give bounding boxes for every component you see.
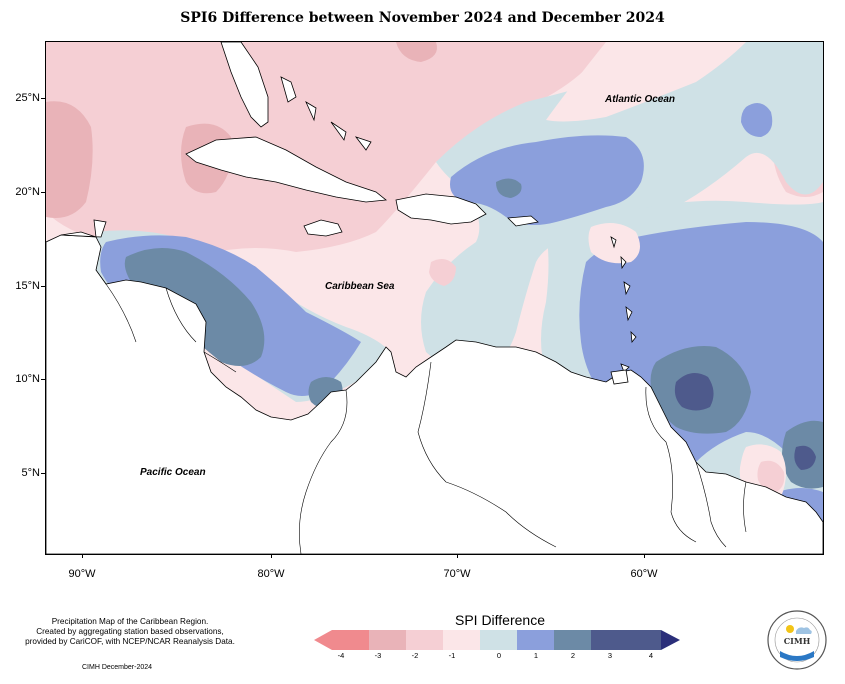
field-pos0-atlantic: [421, 42, 823, 372]
lon-tick: [644, 554, 645, 558]
footer-date: CIMH December-2024: [82, 664, 153, 671]
legend-arrow-right: [661, 630, 680, 650]
lat-tick: [41, 192, 45, 193]
land-florida: [220, 42, 269, 128]
legend-tick-pos3: 3: [607, 651, 613, 660]
coastlines: [46, 42, 823, 554]
lon-label-60w: 60°W: [630, 568, 658, 580]
lat-label-5n: 5°N: [21, 467, 40, 479]
lon-label-70w: 70°W: [443, 568, 471, 580]
map-canvas: [46, 42, 823, 554]
land-hispaniola: [395, 193, 487, 225]
lat-tick: [41, 286, 45, 287]
field-neg3-spot: [396, 42, 437, 62]
land-jamaica: [303, 219, 343, 237]
land-trinidad: [610, 369, 629, 385]
border-colombia-venezuela: [417, 361, 557, 548]
lon-tick: [271, 554, 272, 558]
legend-bin-pos0: [480, 630, 517, 650]
land-central-america: [46, 234, 823, 554]
legend-bin-pos1: [517, 630, 554, 650]
field-neg2-south-east: [757, 460, 785, 492]
legend-bin-neg0: [443, 630, 480, 650]
land-puerto-rico: [507, 215, 539, 227]
footer-note-line3: provided by CariCOF, with NCEP/NCAR Rean…: [25, 637, 235, 646]
lat-label-10n: 10°N: [15, 373, 40, 385]
legend-colorbar: [314, 630, 680, 650]
legend-bin-pos3: [591, 630, 661, 650]
label-atlantic-ocean: Atlantic Ocean: [605, 94, 676, 105]
field-neg2-caribbean-spot: [429, 258, 456, 286]
field-pos2-atlantic-spot: [496, 178, 522, 198]
field-pos1-atlantic: [450, 135, 644, 226]
legend-tick-neg4: -4: [337, 651, 345, 660]
field-neg3-gulf: [46, 101, 93, 218]
legend-bin-neg3: [332, 630, 369, 650]
field-pos1-azores-spot: [741, 103, 773, 137]
lat-tick: [41, 473, 45, 474]
border-venezuela-guyana: [645, 386, 697, 543]
legend-arrow-left: [314, 630, 332, 650]
field-neg2-north: [46, 42, 606, 257]
lat-label-25n: 25°N: [15, 92, 40, 104]
map-title: SPI6 Difference between November 2024 an…: [180, 10, 665, 26]
field-neg1-atlantic-band: [546, 42, 746, 122]
field-pos3-southeast: [794, 445, 816, 470]
land-bahamas: [280, 76, 372, 151]
legend-bin-neg2: [369, 630, 406, 650]
footer-note: Precipitation Map of the Caribbean Regio…: [14, 617, 246, 647]
legend-tick-pos4: 4: [648, 651, 654, 660]
legend-tick-neg2: -2: [411, 651, 419, 660]
lon-tick: [82, 554, 83, 558]
cimh-logo-icon: CIMH: [767, 610, 827, 670]
legend-bin-pos2: [554, 630, 591, 650]
footer-note-line2: Created by aggregating station based obs…: [36, 627, 224, 636]
lat-tick: [41, 98, 45, 99]
legend-tick-neg1: -1: [448, 651, 456, 660]
label-caribbean-sea: Caribbean Sea: [325, 281, 395, 292]
legend-tick-neg3: -3: [374, 651, 382, 660]
legend-tick-pos2: 2: [570, 651, 576, 660]
land-lesser-antilles: [610, 236, 637, 373]
lon-label-80w: 80°W: [257, 568, 285, 580]
land-cuba: [185, 136, 388, 203]
footer-note-line1: Precipitation Map of the Caribbean Regio…: [51, 617, 209, 626]
lat-label-15n: 15°N: [15, 280, 40, 292]
border-guyana-suriname: [695, 461, 727, 548]
lon-label-90w: 90°W: [68, 568, 96, 580]
land-yucatan: [60, 219, 107, 238]
lat-label-20n: 20°N: [15, 186, 40, 198]
logo-text: CIMH: [784, 636, 811, 646]
label-pacific-ocean: Pacific Ocean: [140, 467, 206, 478]
border-central-america: [105, 283, 237, 373]
border-panama-colombia: [299, 389, 348, 554]
border-suriname-guiana: [743, 481, 747, 533]
country-borders: [105, 283, 747, 554]
field-pos3-east: [674, 373, 714, 411]
spi-difference-map: [45, 41, 824, 555]
legend-tick-zero: 0: [496, 651, 502, 660]
lat-tick: [41, 379, 45, 380]
legend-bin-neg1: [406, 630, 443, 650]
lon-tick: [457, 554, 458, 558]
legend-title: SPI Difference: [454, 612, 545, 628]
legend-tick-pos1: 1: [533, 651, 539, 660]
